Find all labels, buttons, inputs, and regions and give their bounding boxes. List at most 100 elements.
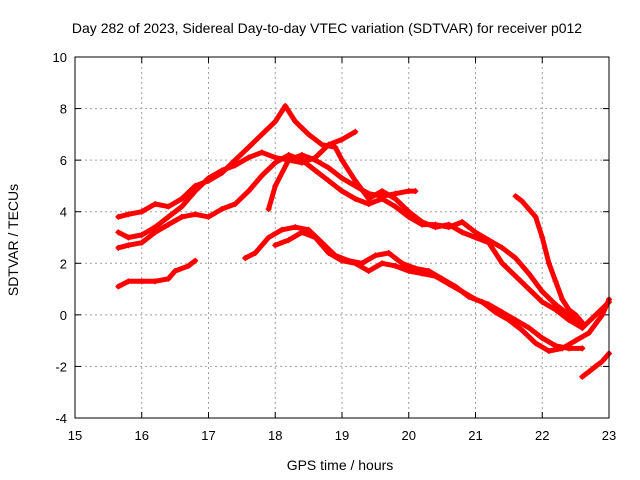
- data-point-marker: [585, 368, 592, 375]
- data-point-marker: [352, 195, 359, 202]
- data-point-marker: [379, 193, 386, 200]
- data-point-marker: [339, 257, 345, 264]
- data-point-marker: [152, 278, 159, 285]
- data-point-marker: [472, 234, 479, 241]
- data-point-marker: [138, 278, 145, 285]
- y-tick-label: -2: [55, 359, 67, 374]
- series-layer: [115, 102, 612, 380]
- data-point-marker: [165, 221, 172, 228]
- y-tick-label: 6: [60, 153, 67, 168]
- data-point-marker: [325, 164, 332, 171]
- data-point-marker: [365, 190, 372, 197]
- data-point-marker: [218, 206, 225, 213]
- data-point-marker: [552, 278, 559, 285]
- data-point-marker: [152, 224, 159, 231]
- data-point-marker: [115, 229, 122, 236]
- data-point-marker: [539, 335, 546, 342]
- data-point-marker: [405, 188, 412, 195]
- data-point-marker: [278, 226, 285, 233]
- data-point-marker: [539, 298, 546, 305]
- data-point-marker: [599, 311, 606, 318]
- data-point-marker: [232, 200, 239, 207]
- data-point-marker: [205, 175, 212, 182]
- data-point-marker: [525, 286, 532, 293]
- data-point-marker: [125, 211, 132, 218]
- data-point-marker: [459, 219, 466, 226]
- data-point-marker: [385, 249, 392, 256]
- data-point-marker: [499, 309, 506, 316]
- data-point-marker: [352, 128, 359, 135]
- data-point-marker: [405, 268, 412, 275]
- y-tick-label: 0: [60, 308, 67, 323]
- x-tick-label: 22: [535, 428, 549, 443]
- y-tick-label: 2: [60, 256, 67, 271]
- data-point-marker: [392, 203, 399, 210]
- data-point-marker: [178, 213, 185, 220]
- data-point-marker: [339, 157, 345, 164]
- data-point-marker: [258, 131, 265, 138]
- data-point-marker: [365, 268, 372, 275]
- series-track-f: [272, 229, 585, 351]
- ticks: 15 16 17 18 19 20 21 22 23 -4 -2 0 2 4 6 8 10: [53, 50, 617, 443]
- data-point-marker: [272, 182, 279, 189]
- data-point-marker: [232, 162, 239, 169]
- data-point-marker: [178, 195, 185, 202]
- data-point-marker: [412, 188, 419, 195]
- data-point-marker: [512, 193, 519, 200]
- data-point-marker: [499, 244, 506, 251]
- data-point-marker: [339, 136, 345, 143]
- data-point-marker: [579, 319, 586, 326]
- data-point-marker: [552, 342, 559, 349]
- data-point-marker: [312, 234, 319, 241]
- data-point-marker: [472, 296, 479, 303]
- data-point-marker: [432, 273, 439, 280]
- x-tick-label: 15: [68, 428, 82, 443]
- data-point-marker: [325, 141, 332, 148]
- data-point-marker: [192, 211, 199, 218]
- data-point-marker: [318, 141, 325, 148]
- data-point-marker: [432, 221, 439, 228]
- data-point-marker: [292, 224, 299, 231]
- data-point-marker: [282, 102, 289, 109]
- data-point-marker: [525, 206, 532, 213]
- chart-title: Day 282 of 2023, Sidereal Day-to-day VTE…: [72, 20, 582, 36]
- data-point-marker: [572, 337, 579, 344]
- data-point-marker: [185, 262, 192, 269]
- data-point-marker: [272, 242, 279, 249]
- data-point-marker: [272, 154, 279, 161]
- data-point-marker: [125, 278, 132, 285]
- data-point-marker: [579, 324, 586, 331]
- data-point-marker: [138, 208, 145, 215]
- data-point-marker: [265, 234, 272, 241]
- data-point-marker: [218, 167, 225, 174]
- data-point-marker: [592, 311, 599, 318]
- data-point-marker: [525, 270, 532, 277]
- data-point-marker: [192, 188, 199, 195]
- data-point-marker: [532, 213, 539, 220]
- data-point-marker: [552, 306, 559, 313]
- data-point-marker: [519, 198, 526, 205]
- data-point-marker: [472, 229, 479, 236]
- data-point-marker: [332, 144, 339, 151]
- data-point-marker: [115, 244, 122, 251]
- y-tick-label: 4: [60, 205, 67, 220]
- series-track-e: [242, 224, 612, 354]
- y-tick-label: 10: [53, 50, 67, 65]
- y-tick-label: 8: [60, 102, 67, 117]
- data-point-marker: [579, 345, 586, 352]
- data-point-marker: [485, 301, 492, 308]
- data-point-marker: [298, 157, 305, 164]
- data-point-marker: [445, 280, 452, 287]
- data-point-marker: [512, 273, 519, 280]
- data-point-marker: [379, 260, 386, 267]
- data-point-marker: [419, 221, 426, 228]
- data-point-marker: [512, 255, 519, 262]
- data-point-marker: [592, 363, 599, 370]
- x-axis-label: GPS time / hours: [287, 457, 394, 473]
- data-point-marker: [125, 234, 132, 241]
- x-tick-label: 19: [335, 428, 349, 443]
- data-point-marker: [245, 144, 252, 151]
- data-point-marker: [499, 260, 506, 267]
- data-point-marker: [245, 188, 252, 195]
